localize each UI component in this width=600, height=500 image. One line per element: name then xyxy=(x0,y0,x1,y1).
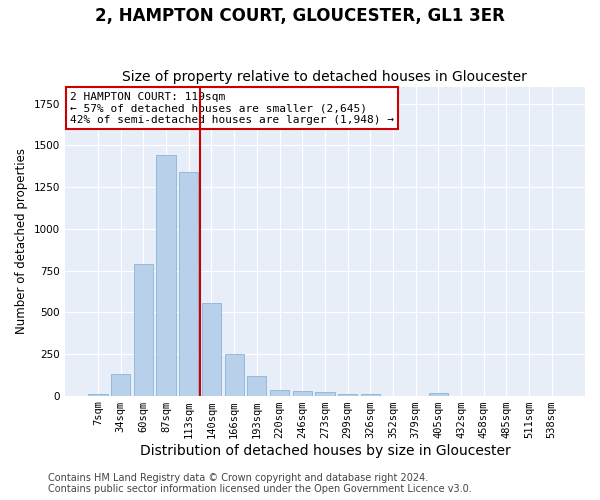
Y-axis label: Number of detached properties: Number of detached properties xyxy=(15,148,28,334)
Bar xyxy=(157,156,176,396)
X-axis label: Distribution of detached houses by size in Gloucester: Distribution of detached houses by size … xyxy=(140,444,510,458)
Text: Contains HM Land Registry data © Crown copyright and database right 2024.
Contai: Contains HM Land Registry data © Crown c… xyxy=(48,473,472,494)
Bar xyxy=(428,392,448,396)
Bar xyxy=(315,392,335,396)
Bar xyxy=(338,394,357,396)
Bar xyxy=(88,394,108,396)
Title: Size of property relative to detached houses in Gloucester: Size of property relative to detached ho… xyxy=(122,70,527,85)
Bar xyxy=(224,354,244,396)
Text: 2, HAMPTON COURT, GLOUCESTER, GL1 3ER: 2, HAMPTON COURT, GLOUCESTER, GL1 3ER xyxy=(95,8,505,26)
Bar xyxy=(179,172,199,396)
Bar xyxy=(202,303,221,396)
Bar xyxy=(270,390,289,396)
Bar xyxy=(247,376,266,396)
Bar xyxy=(361,394,380,396)
Text: 2 HAMPTON COURT: 119sqm
← 57% of detached houses are smaller (2,645)
42% of semi: 2 HAMPTON COURT: 119sqm ← 57% of detache… xyxy=(70,92,394,125)
Bar xyxy=(134,264,153,396)
Bar xyxy=(111,374,130,396)
Bar xyxy=(293,392,312,396)
